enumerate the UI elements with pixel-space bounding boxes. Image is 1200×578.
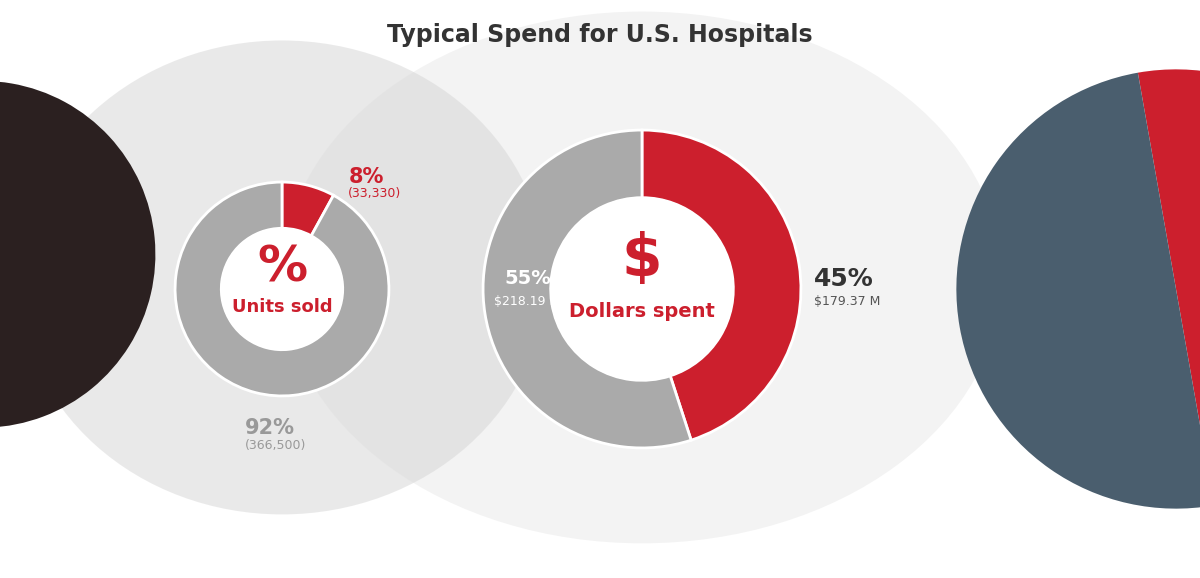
Wedge shape xyxy=(0,81,155,428)
Text: 92%: 92% xyxy=(245,418,294,438)
Text: (33,330): (33,330) xyxy=(348,187,402,200)
Text: $179.37 M: $179.37 M xyxy=(814,295,880,307)
Text: Typical Spend for U.S. Hospitals: Typical Spend for U.S. Hospitals xyxy=(388,23,812,47)
Wedge shape xyxy=(1138,69,1200,505)
Ellipse shape xyxy=(18,40,546,514)
Text: Units sold: Units sold xyxy=(232,298,332,316)
Text: 45%: 45% xyxy=(814,267,874,291)
Text: $218.19 M: $218.19 M xyxy=(494,295,560,307)
Text: 55%: 55% xyxy=(504,269,551,288)
Wedge shape xyxy=(282,182,334,236)
Text: (366,500): (366,500) xyxy=(245,439,306,451)
Text: %: % xyxy=(257,243,307,291)
Wedge shape xyxy=(175,182,389,396)
Circle shape xyxy=(551,198,733,380)
Wedge shape xyxy=(642,130,800,440)
Text: Dollars spent: Dollars spent xyxy=(569,302,715,320)
Text: $: $ xyxy=(622,231,662,287)
Wedge shape xyxy=(956,73,1200,509)
Text: 8%: 8% xyxy=(348,166,384,187)
Wedge shape xyxy=(484,130,691,448)
Ellipse shape xyxy=(282,12,1002,543)
Circle shape xyxy=(221,228,343,350)
